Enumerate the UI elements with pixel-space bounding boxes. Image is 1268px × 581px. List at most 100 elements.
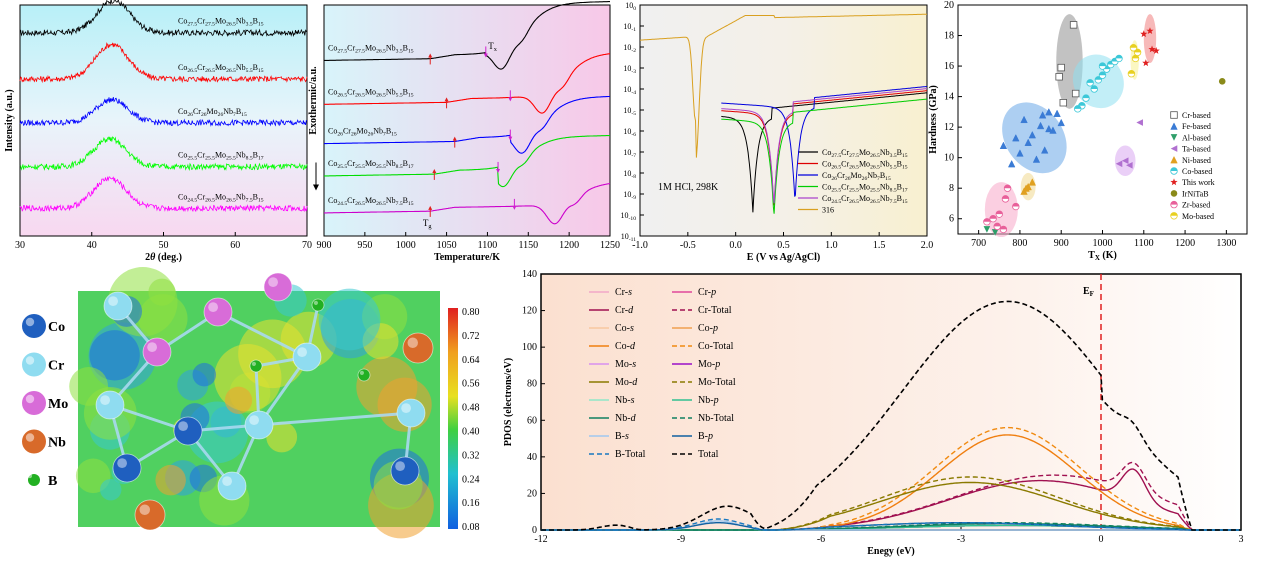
elf-atom [142,337,172,367]
pdos-legend-label: B-Total [615,449,646,460]
elf-atom-highlight [359,370,364,375]
pol-x-label: E (V vs Ag/AgCl) [747,252,820,263]
hard-point [1098,62,1107,70]
pdos-legend-label: Co-Total [698,341,734,352]
elf-bond [116,305,159,353]
hard-point [1045,124,1053,133]
hard-point [1103,65,1110,70]
hard-legend-label: Ta-based [1182,145,1211,154]
dsc-series-label: Co24.5Cr26.5Mo26.5Nb7.5B15 [328,196,414,207]
hard-point [1099,71,1106,76]
pol-y-tick-label: 10-10 [621,211,637,222]
hard-y-tick-label: 6 [949,214,954,225]
elf-blob [89,409,130,450]
hard-point [1057,63,1065,72]
pdos-x-tick-label: -12 [534,534,547,545]
pol-legend-label: Co26Cr26Mo26Nb7B15 [822,171,891,182]
hard-y-tick-label: 12 [944,122,954,133]
hard-point [1055,73,1063,81]
elf-bond [403,412,413,472]
pol-y-tick-label: 10-8 [623,169,636,180]
xrd-y-label: Intensity (a.u.) [4,89,15,152]
elf-colorbar-label: 0.16 [462,498,480,509]
hard-point [1071,89,1080,98]
elf-atom [217,471,247,501]
pdos-series-line [541,524,1241,531]
elf-bond [305,304,320,358]
hard-point [1115,160,1123,168]
elf-blob [266,421,298,453]
pol-series-line [721,86,927,197]
elf-atom-highlight [297,347,307,357]
elf-blob [155,464,186,496]
elf-bond [109,403,189,433]
hard-point [1069,21,1078,29]
elf-colorbar-label: 0.48 [462,403,480,414]
hard-x-tick-label: 1100 [1134,238,1154,249]
hard-group-ellipse [1114,145,1136,176]
dsc-tg-arrow-head [428,53,433,58]
xrd-x-tick-label: 60 [230,240,240,251]
hard-point [1128,70,1135,74]
hard-y-tick-label: 10 [944,153,954,164]
hard-legend-marker [1170,190,1178,197]
xrd-series-label: Co25.5Cr25.5Mo25.5Nb8.5B17 [178,151,264,162]
pdos-x-tick-label: -9 [677,534,685,545]
elf-atom-highlight [249,415,259,425]
pdos-y-tick-label: 140 [522,269,537,280]
elf-colorbar-label: 0.40 [462,427,480,438]
pol-y-tick-label: 10-4 [623,85,636,96]
pol-x-tick-label: 0.0 [729,240,742,251]
elf-atom [263,272,293,302]
pol-x-tick-label: -0.5 [680,240,696,251]
pol-y-tick-label: 10-2 [623,43,636,54]
hard-legend-label: Mo-based [1182,212,1214,221]
hard-point [1024,138,1032,146]
hard-point [1074,105,1082,109]
pdos-legend-label: B-p [698,431,713,442]
dsc-x-label: Temperature/K [434,252,500,263]
pdos-series-line [541,520,1241,531]
hard-point [995,210,1003,218]
hard-point [1098,71,1107,79]
hard-point [1049,126,1057,134]
elf-atom [390,456,420,486]
xrd-x-tick-label: 70 [302,240,312,251]
elf-bond [257,356,309,426]
pdos-y-tick-label: 100 [522,342,537,353]
pdos-series-line [541,522,1241,531]
elf-legend-highlight [25,356,35,365]
elf-atom [249,359,263,373]
elf-blob [165,460,201,496]
pol-legend-label: Co27.5Cr27.5Mo26.5Nb3.5B15 [822,148,908,159]
elf-atom-highlight [117,458,127,468]
hard-legend-marker [1170,167,1178,171]
hard-legend-marker [1170,178,1178,186]
hard-point [1133,48,1142,57]
hard-point [1115,54,1123,63]
pdos-series-line [541,522,1241,531]
xrd-series-label: Co26Cr26Mo26Nb7B15 [178,107,247,118]
pol-x-tick-label: -1.0 [632,240,648,251]
pdos-legend-label: Mo-p [698,359,720,370]
hard-legend-label: Fe-based [1182,122,1211,131]
pol-legend-label: 316 [822,206,834,215]
pdos-x-tick-label: 3 [1239,534,1244,545]
elf-blob [356,356,418,418]
hard-point [1115,55,1123,59]
elf-bond [254,365,261,426]
elf-atom [396,398,426,428]
xrd-series-line [19,136,308,172]
elf-legend-label: Mo [48,397,68,412]
hard-point [1136,119,1143,126]
pdos-legend-label: Cr-p [698,287,716,298]
dsc-x-tick-label: 1000 [396,240,416,251]
dsc-tx-label: Tx [488,41,498,53]
elf-bond [187,423,260,433]
hard-point [1121,157,1129,165]
dsc-tg-label: Tg [423,218,433,230]
hard-legend-marker [1170,167,1178,175]
hard-legend-label: Cr-based [1182,111,1211,120]
pdos-x-tick-label: 0 [1099,534,1104,545]
hard-point [1038,111,1047,119]
